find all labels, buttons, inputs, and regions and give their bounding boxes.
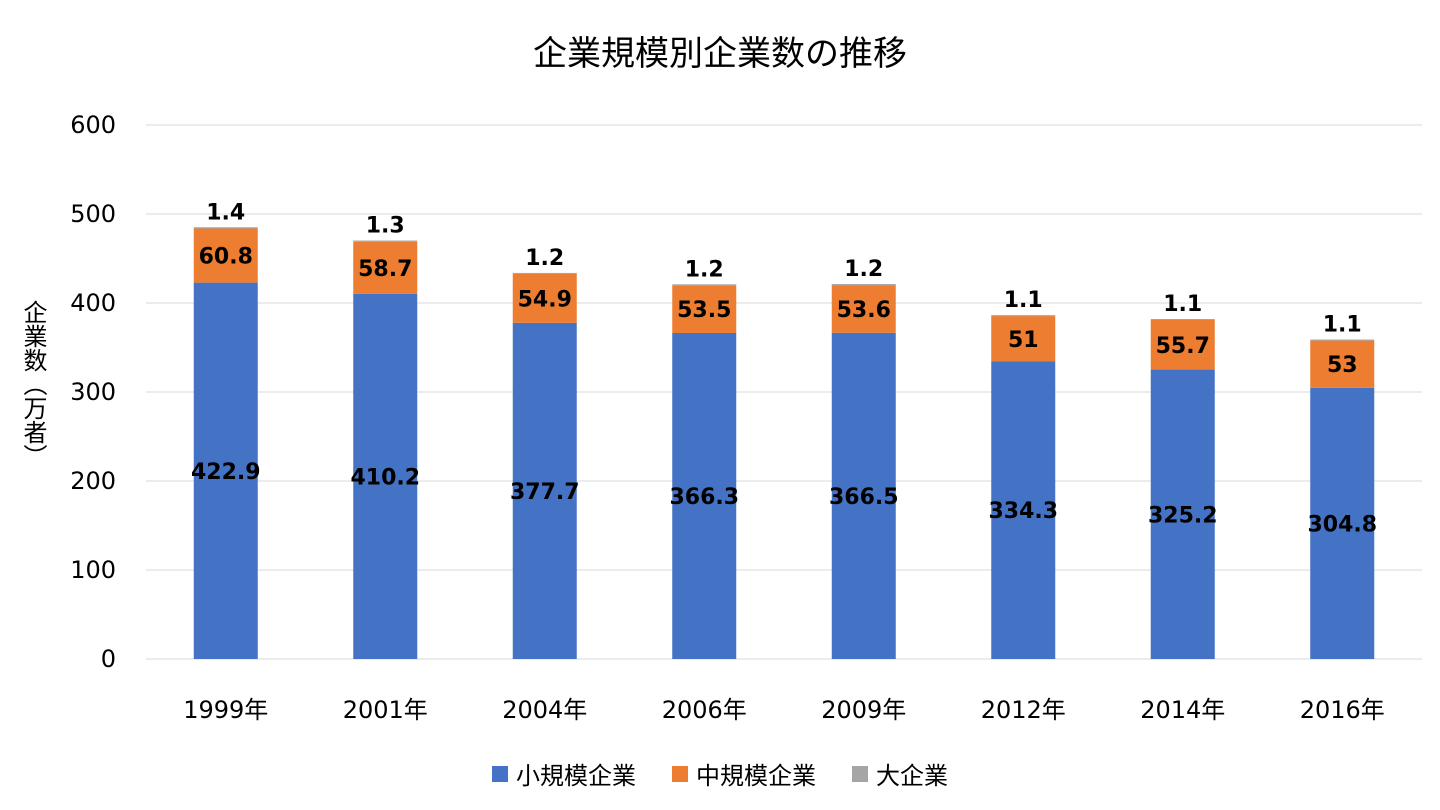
data-label: 53 <box>1327 353 1358 378</box>
bar-大企業 <box>831 284 896 286</box>
data-label: 422.9 <box>191 460 261 485</box>
data-label: 1.2 <box>685 257 724 282</box>
bar-小規模企業 <box>831 332 896 659</box>
legend-item: 中規模企業 <box>672 756 816 791</box>
y-tick-label: 400 <box>70 289 116 317</box>
data-label: 1.2 <box>844 257 883 282</box>
data-label: 366.3 <box>669 485 739 510</box>
y-tick-label: 0 <box>101 645 116 673</box>
bar-中規模企業 <box>512 273 577 323</box>
data-label: 410.2 <box>350 465 420 490</box>
legend-label: 小規模企業 <box>516 762 636 790</box>
data-label: 53.5 <box>677 298 731 323</box>
x-tick-label: 2009年 <box>821 696 906 724</box>
y-axis-label: 企業数（万者） <box>19 300 47 468</box>
legend-label: 中規模企業 <box>696 762 816 790</box>
bar-中規模企業 <box>672 285 737 333</box>
chart-title: 企業規模別企業数の推移 <box>533 34 907 74</box>
data-label: 1.1 <box>1323 313 1362 338</box>
y-tick-label: 500 <box>70 200 116 228</box>
bar-大企業 <box>672 284 737 286</box>
bar-中規模企業 <box>991 316 1056 362</box>
y-tick-label: 200 <box>70 467 116 495</box>
bar-中規模企業 <box>353 241 418 294</box>
data-label: 366.5 <box>829 485 899 510</box>
bar-小規模企業 <box>1150 369 1215 659</box>
bar-中規模企業 <box>1310 340 1375 388</box>
legend-label: 大企業 <box>876 762 948 790</box>
x-tick-label: 1999年 <box>183 696 268 724</box>
data-label: 58.7 <box>358 257 412 282</box>
y-tick-label: 300 <box>70 378 116 406</box>
bar-小規模企業 <box>353 293 418 659</box>
x-tick-label: 2006年 <box>662 696 747 724</box>
data-label: 1.1 <box>1163 292 1202 317</box>
data-label: 60.8 <box>199 245 253 270</box>
bar-小規模企業 <box>1310 387 1375 659</box>
bar-大企業 <box>1150 319 1215 321</box>
x-tick-label: 2004年 <box>502 696 587 724</box>
data-label: 51 <box>1008 328 1039 353</box>
legend-swatch <box>852 765 868 782</box>
data-label: 377.7 <box>510 480 580 505</box>
data-label: 334.3 <box>988 499 1058 524</box>
x-tick-label: 2014年 <box>1140 696 1225 724</box>
legend-swatch <box>492 765 508 782</box>
bar-小規模企業 <box>672 332 737 659</box>
bar-小規模企業 <box>991 361 1056 659</box>
data-label: 1.2 <box>525 246 564 271</box>
data-label: 54.9 <box>518 287 572 312</box>
legend-item: 小規模企業 <box>492 756 636 791</box>
x-tick-label: 2012年 <box>981 696 1066 724</box>
data-label: 1.4 <box>206 200 245 225</box>
bar-大企業 <box>512 272 577 274</box>
x-tick-label: 2016年 <box>1300 696 1385 724</box>
bar-大企業 <box>193 227 258 229</box>
data-label: 1.3 <box>366 214 405 239</box>
data-label: 325.2 <box>1148 503 1218 528</box>
bar-中規模企業 <box>1150 319 1215 370</box>
bar-小規模企業 <box>193 282 258 659</box>
bar-中規模企業 <box>831 285 896 333</box>
legend: 小規模企業 中規模企業 大企業 <box>0 756 1440 791</box>
data-label: 53.6 <box>837 298 891 323</box>
bar-大企業 <box>991 315 1056 317</box>
x-tick-label: 2001年 <box>343 696 428 724</box>
bar-中規模企業 <box>193 228 258 283</box>
bar-大企業 <box>1310 339 1375 341</box>
data-label: 304.8 <box>1307 512 1377 537</box>
legend-swatch <box>672 765 688 782</box>
legend-item: 大企業 <box>852 756 948 791</box>
data-label: 55.7 <box>1156 334 1210 359</box>
data-label: 1.1 <box>1004 288 1043 313</box>
bar-小規模企業 <box>512 322 577 659</box>
y-tick-label: 100 <box>70 556 116 584</box>
y-tick-label: 600 <box>70 111 116 139</box>
bar-大企業 <box>353 240 418 242</box>
